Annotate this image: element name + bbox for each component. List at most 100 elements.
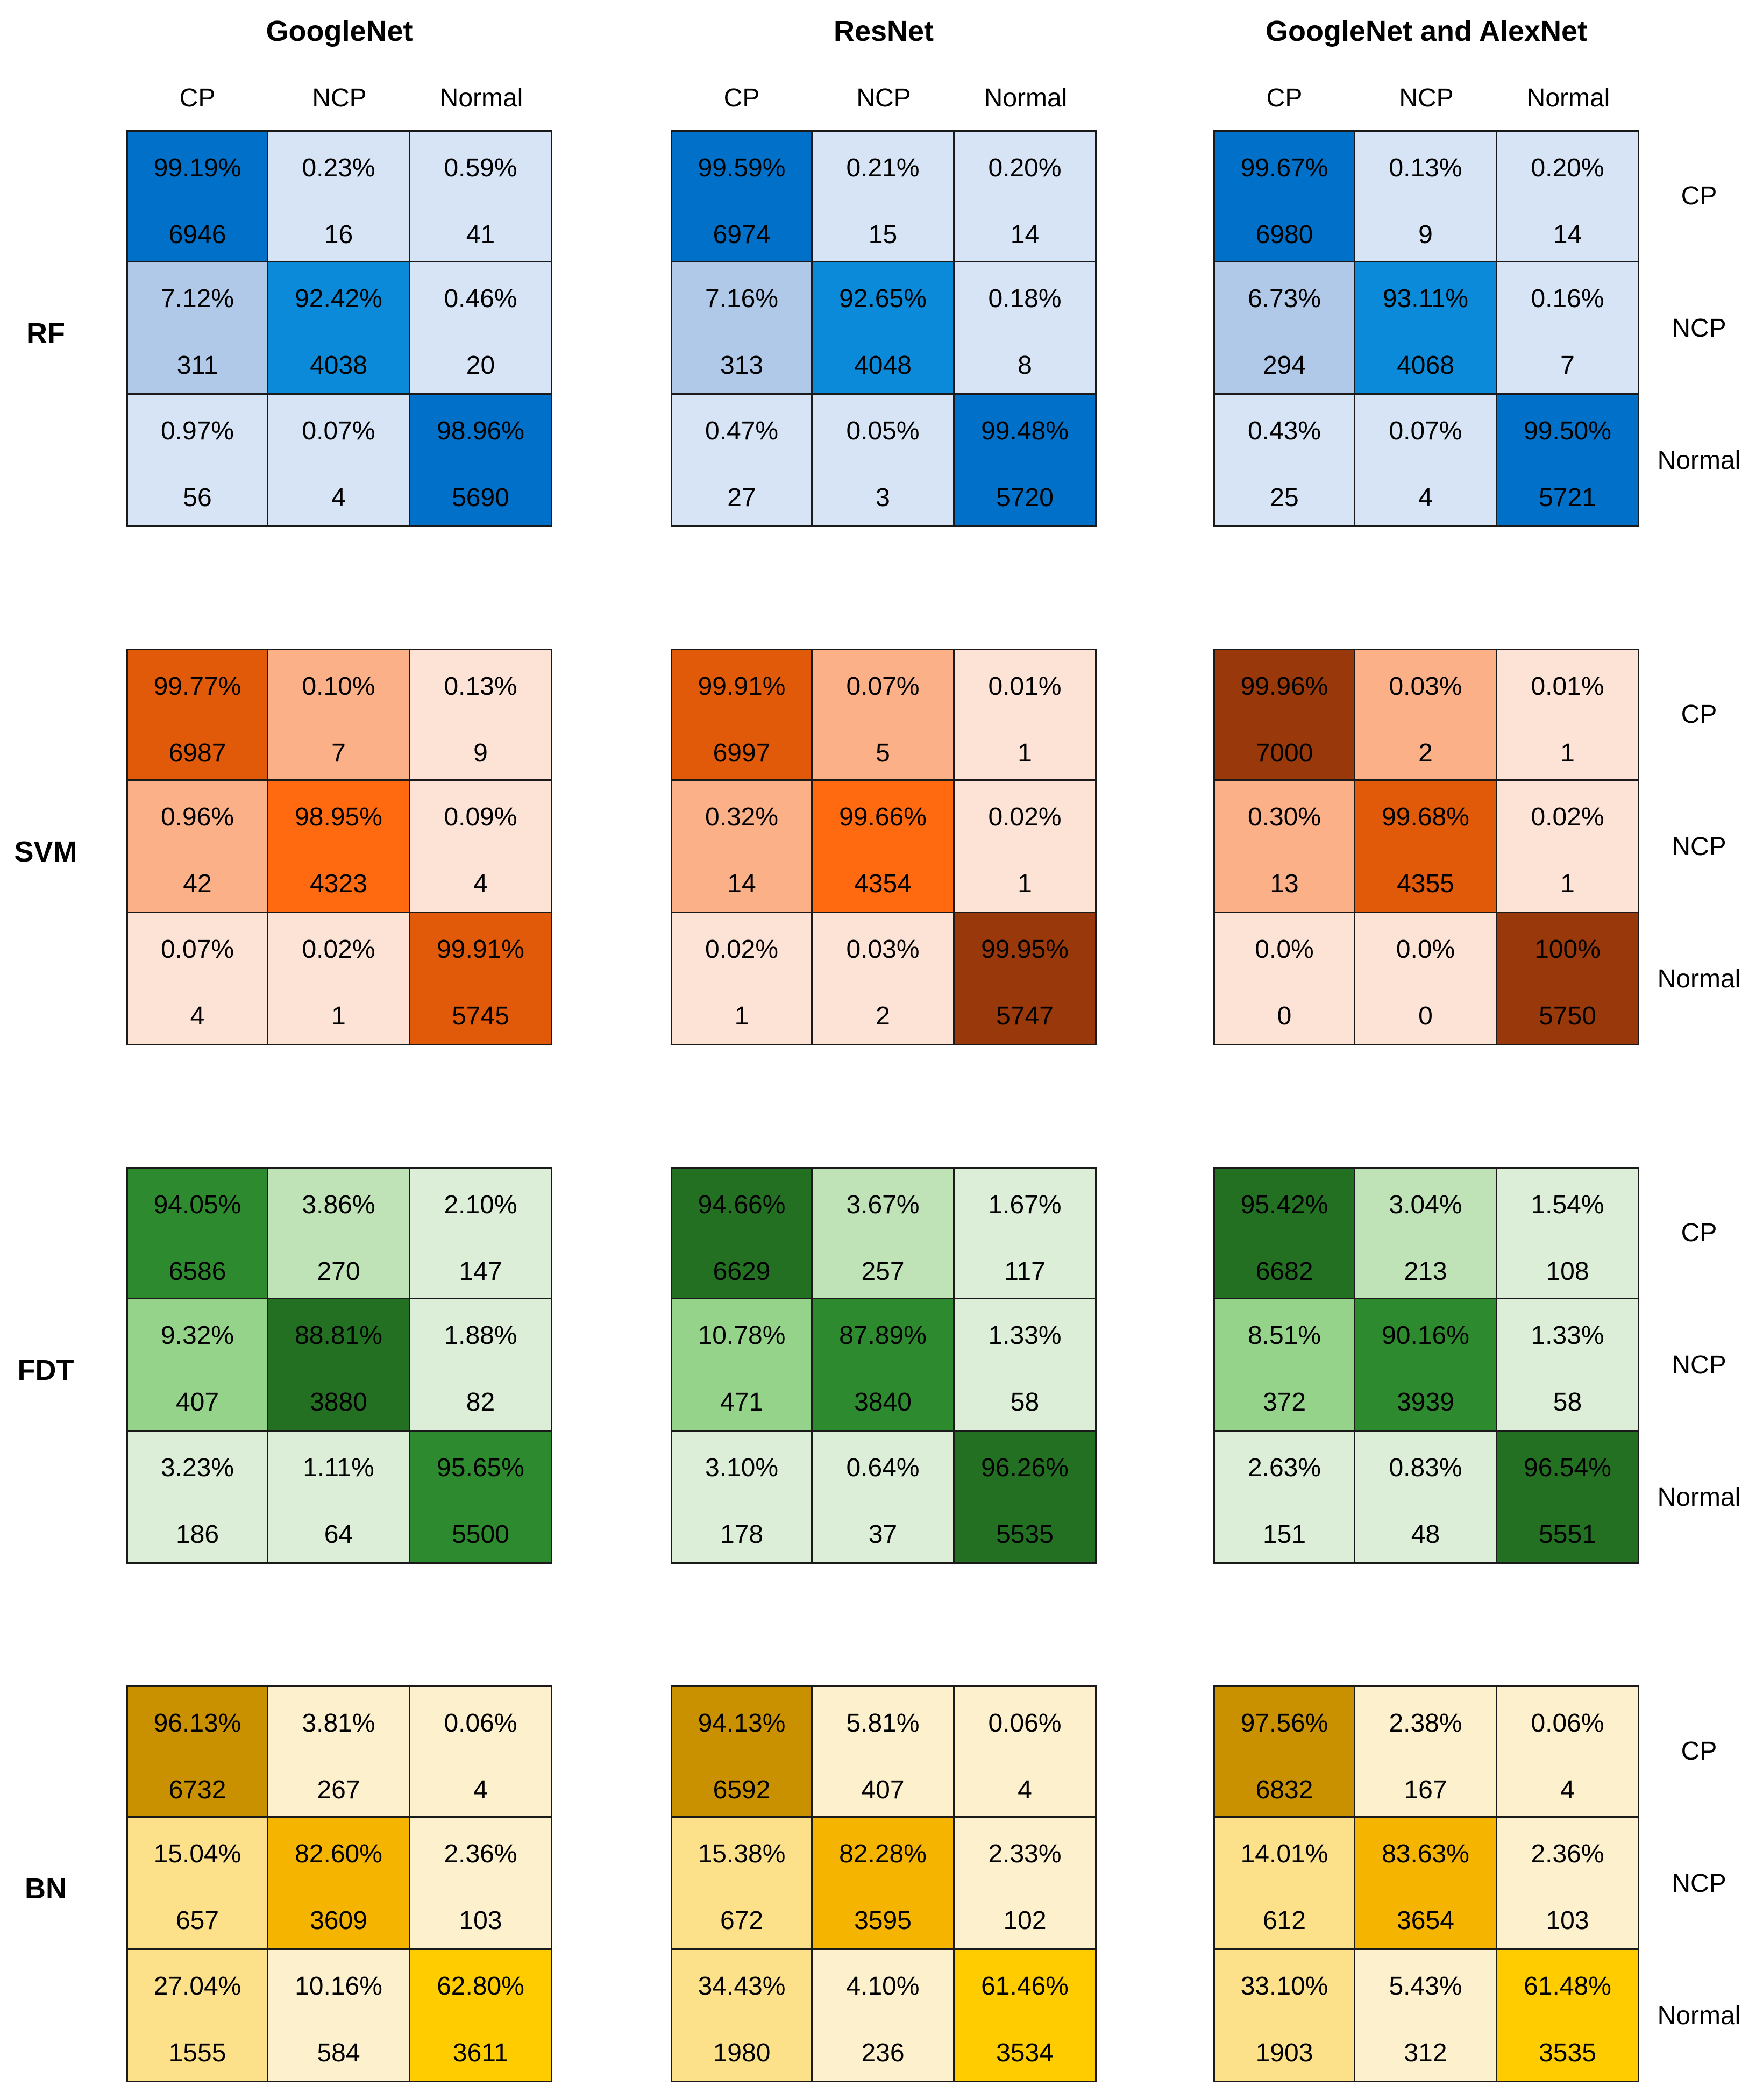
predicted-label: NCP	[1399, 84, 1454, 112]
cell-percentage: 0.23%	[302, 154, 375, 182]
cell-count: 5500	[452, 1520, 509, 1549]
predicted-label: CP	[179, 84, 216, 112]
matrix-cell: 2.63% 151	[1213, 1430, 1355, 1564]
cell-percentage: 15.38%	[698, 1840, 786, 1868]
matrix-cell: 0.03% 2	[1354, 649, 1497, 781]
matrix-cell: 98.95% 4323	[267, 779, 410, 913]
matrix-cell: 2.36% 103	[1496, 1816, 1639, 1950]
cell-percentage: 94.05%	[153, 1191, 241, 1219]
cell-percentage: 0.59%	[444, 154, 517, 182]
cell-count: 117	[1004, 1257, 1046, 1286]
cell-percentage: 0.97%	[160, 417, 234, 445]
cell-percentage: 2.63%	[1247, 1454, 1321, 1482]
matrix-cell: 2.36% 103	[409, 1816, 552, 1950]
confusion-matrix: 94.05% 6586 3.86% 270 2.10% 147 9.32% 407 88.81%…	[126, 1167, 552, 1564]
cell-percentage: 3.86%	[302, 1191, 375, 1219]
predicted-label: NCP	[312, 84, 367, 112]
cell-percentage: 0.20%	[1531, 154, 1604, 182]
cell-count: 5551	[1539, 1520, 1596, 1549]
cell-count: 5535	[996, 1520, 1054, 1549]
cell-percentage: 0.13%	[444, 672, 517, 701]
matrix-cell: 1.67% 117	[953, 1167, 1097, 1299]
cell-count: 5750	[1539, 1002, 1596, 1030]
cell-count: 213	[1404, 1257, 1447, 1286]
matrix-cell: 0.16% 7	[1496, 261, 1639, 395]
cell-percentage: 99.96%	[1240, 672, 1328, 701]
cell-percentage: 99.91%	[698, 672, 786, 701]
cell-count: 147	[459, 1257, 502, 1286]
matrix-cell: 82.60% 3609	[267, 1816, 410, 1950]
matrix-cell: 0.46% 20	[409, 261, 552, 395]
cell-percentage: 99.59%	[698, 154, 786, 182]
matrix-cell: 2.10% 147	[409, 1167, 552, 1299]
matrix-cell: 99.48% 5720	[953, 393, 1097, 527]
matrix-cell: 1.88% 82	[409, 1298, 552, 1432]
cell-percentage: 99.91%	[437, 935, 524, 964]
cell-count: 4	[473, 1776, 488, 1804]
confusion-matrix: 99.19% 6946 0.23% 16 0.59% 41 7.12% 311 92.42% 40…	[126, 130, 552, 527]
row-title: RF	[26, 317, 65, 350]
cell-percentage: 0.0%	[1255, 935, 1314, 964]
cell-percentage: 0.03%	[846, 935, 920, 964]
matrix-cell: 97.56% 6832	[1213, 1685, 1355, 1818]
matrix-cell: 0.06% 4	[953, 1685, 1097, 1818]
matrix-cell: 62.80% 3611	[409, 1948, 552, 2082]
cell-count: 5747	[996, 1002, 1054, 1030]
matrix-cell: 0.97% 56	[126, 393, 268, 527]
matrix-cell: 4.10% 236	[811, 1948, 955, 2082]
matrix-cell: 99.68% 4355	[1354, 779, 1497, 913]
cell-percentage: 0.03%	[1389, 672, 1462, 701]
predicted-label: CP	[1266, 84, 1303, 112]
cell-percentage: 100%	[1534, 935, 1601, 964]
matrix-cell: 90.16% 3939	[1354, 1298, 1497, 1432]
cell-percentage: 95.42%	[1240, 1191, 1328, 1219]
cell-count: 4068	[1397, 351, 1454, 380]
matrix-cell: 0.30% 13	[1213, 779, 1355, 913]
matrix-cell: 99.67% 6980	[1213, 130, 1355, 262]
matrix-cell: 96.26% 5535	[953, 1430, 1097, 1564]
cell-percentage: 94.66%	[698, 1191, 786, 1219]
matrix-cell: 15.04% 657	[126, 1816, 268, 1950]
cell-percentage: 15.04%	[153, 1840, 241, 1868]
cell-count: 6987	[168, 739, 226, 767]
matrix-cell: 0.07% 5	[811, 649, 955, 781]
matrix-cell: 0.07% 4	[1354, 393, 1497, 527]
matrix-cell: 83.63% 3654	[1354, 1816, 1497, 1950]
matrix-cell: 0.07% 4	[126, 912, 268, 1045]
cell-count: 294	[1262, 351, 1306, 380]
cell-count: 102	[1003, 1906, 1047, 1935]
cell-percentage: 62.80%	[437, 1972, 524, 2001]
cell-percentage: 33.10%	[1240, 1972, 1328, 2001]
column-title: GoogleNet and AlexNet	[1265, 15, 1588, 47]
actual-label: Normal	[1657, 2002, 1741, 2030]
matrix-cell: 0.0% 0	[1213, 912, 1355, 1045]
matrix-cell: 82.28% 3595	[811, 1816, 955, 1950]
cell-percentage: 1.54%	[1531, 1191, 1604, 1219]
matrix-cell: 0.0% 0	[1354, 912, 1497, 1045]
cell-count: 270	[317, 1257, 360, 1286]
matrix-cell: 0.07% 4	[267, 393, 410, 527]
matrix-cell: 0.09% 4	[409, 779, 552, 913]
cell-percentage: 2.38%	[1389, 1709, 1462, 1738]
cell-percentage: 14.01%	[1240, 1840, 1328, 1868]
cell-count: 6997	[713, 739, 771, 767]
confusion-matrix: 99.91% 6997 0.07% 5 0.01% 1 0.32% 14 99.66% 4354 0…	[671, 649, 1097, 1045]
cell-count: 16	[324, 220, 353, 249]
cell-percentage: 2.36%	[1531, 1840, 1604, 1868]
matrix-cell: 33.10% 1903	[1213, 1948, 1355, 2082]
actual-label: NCP	[1672, 1351, 1726, 1379]
matrix-cell: 0.20% 14	[953, 130, 1097, 262]
cell-count: 584	[317, 2039, 360, 2067]
row-title: BN	[25, 1873, 67, 1905]
row-title: SVM	[14, 836, 77, 868]
actual-label: Normal	[1657, 1483, 1741, 1512]
cell-count: 4048	[854, 351, 912, 380]
confusion-matrix: 99.96% 7000 0.03% 2 0.01% 1 0.30% 13 99.68% 4355 0…	[1213, 649, 1639, 1045]
confusion-matrix: 99.59% 6974 0.21% 15 0.20% 14 7.16% 313 92.65% 40…	[671, 130, 1097, 527]
column-title: ResNet	[833, 15, 934, 47]
cell-count: 3609	[310, 1906, 367, 1935]
matrix-cell: 0.10% 7	[267, 649, 410, 781]
actual-label: CP	[1681, 700, 1717, 729]
cell-percentage: 0.01%	[988, 672, 1062, 701]
cell-count: 3880	[310, 1388, 367, 1416]
